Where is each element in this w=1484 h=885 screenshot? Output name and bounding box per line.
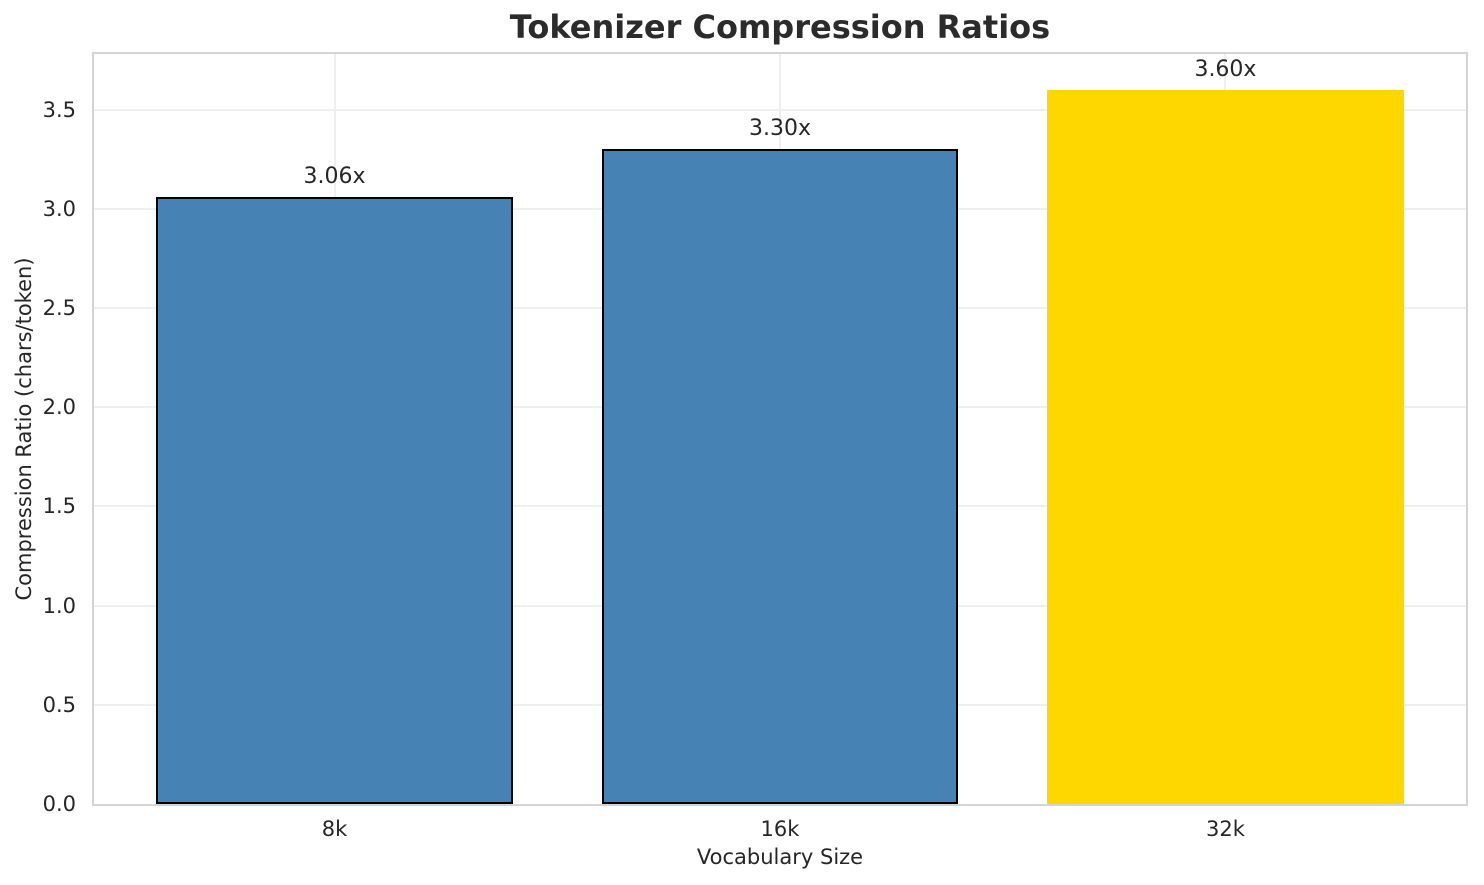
y-tick-label: 1.0 [42, 593, 76, 618]
bar-16k [601, 149, 959, 804]
bar-value-label: 3.06x [303, 163, 366, 189]
x-tick-label: 8k [321, 817, 348, 841]
chart-title: Tokenizer Compression Ratios [509, 8, 1051, 46]
y-tick-label: 2.0 [42, 395, 76, 420]
x-tick-label: 16k [760, 817, 800, 841]
y-tick-label: 3.5 [42, 97, 76, 122]
bar-value-label: 3.60x [1194, 56, 1257, 82]
x-axis-label: Vocabulary Size [696, 845, 864, 869]
bar-32k [1047, 89, 1404, 804]
bar-value-label: 3.30x [748, 116, 812, 142]
y-tick-label: 0.5 [42, 692, 76, 717]
y-tick-label: 0.0 [42, 792, 76, 816]
y-tick-label: 3.0 [42, 196, 76, 221]
y-tick-label: 1.5 [42, 494, 76, 519]
x-tick-label: 32k [1206, 817, 1245, 841]
y-tick-label: 2.5 [42, 295, 76, 320]
bar-8k [156, 196, 513, 804]
plot-area [92, 52, 1468, 806]
